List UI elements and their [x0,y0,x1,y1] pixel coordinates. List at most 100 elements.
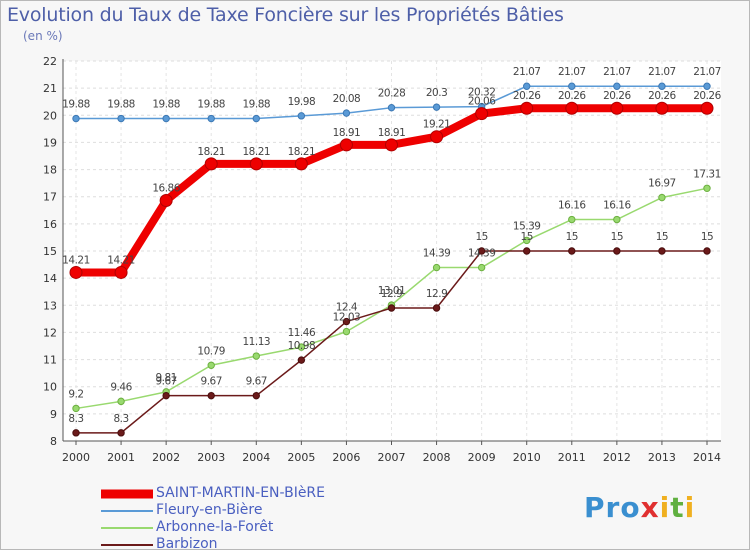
data-label-saint-martin: 19.21 [423,119,451,131]
logo-letter: r [605,491,621,524]
y-tick-label: 11 [43,354,57,367]
logo-letter: i [659,491,671,524]
point-barbizon [703,247,711,255]
x-tick-label: 2014 [693,451,721,464]
data-label-barbizon: 12.9 [381,288,402,300]
x-tick-label: 2002 [152,451,180,464]
x-tick-label: 2010 [513,451,541,464]
data-label-fleury: 19.88 [243,99,271,111]
point-barbizon [477,247,486,255]
y-tick-label: 10 [43,381,57,394]
point-fleury [207,114,215,123]
point-saint-martin [69,265,83,279]
point-fleury [72,114,80,123]
data-label-saint-martin: 18.91 [378,127,406,139]
point-fleury [568,82,576,90]
point-saint-martin [520,101,534,115]
x-tick-label: 2001 [107,451,135,464]
series [69,82,714,437]
point-fleury [117,114,125,123]
chart-title: Evolution du Taux de Taxe Foncière sur l… [7,4,564,26]
data-label-fleury: 21.07 [513,66,541,78]
data-label-arbonne: 13.01 [378,285,406,297]
legend-label-barbizon: Barbizon [156,536,218,550]
data-label-barbizon: 15 [521,231,533,243]
data-label-fleury: 19.98 [288,96,316,108]
point-saint-martin [565,101,579,115]
x-tick-label: 2004 [242,451,270,464]
point-barbizon [613,247,621,255]
legend-swatch-arbonne [101,526,153,529]
point-barbizon [72,429,80,437]
data-label-saint-martin: 16.86 [152,183,180,195]
point-fleury [162,114,170,123]
legend-label-fleury: Fleury-en-Bière [156,502,263,518]
x-tick-label: 2013 [648,451,676,464]
y-tick-label: 16 [43,218,57,231]
logo-letter: P [584,491,606,524]
legend-swatch-fleury [101,509,153,512]
data-label-saint-martin: 18.21 [288,146,316,158]
point-fleury [342,109,351,117]
data-label-arbonne: 16.16 [558,200,586,212]
data-label-barbizon: 9.67 [201,376,222,388]
point-barbizon [117,429,125,437]
point-fleury [703,82,711,90]
legend: SAINT-MARTIN-EN-BIèRE Fleury-en-Bière Ar… [101,485,401,550]
data-label-barbizon: 15 [701,231,713,243]
point-saint-martin [430,130,444,144]
point-arbonne [72,404,80,413]
data-label-fleury: 21.07 [603,66,631,78]
data-label-barbizon: 10.98 [288,340,316,352]
data-label-arbonne: 12.03 [333,312,361,324]
data-label-saint-martin: 20.06 [468,96,496,108]
data-label-saint-martin: 20.26 [648,90,676,102]
legend-label-arbonne: Arbonne-la-Forêt [156,519,274,535]
data-labels: 14.21 14.21 16.86 18.21 18.21 18.21 18.91 18.91… [62,66,722,425]
data-label-fleury: 21.07 [648,66,676,78]
logo-letter: t [670,491,685,524]
data-label-arbonne: 11.46 [288,327,316,339]
data-label-arbonne: 14.39 [423,248,451,260]
y-tick-label: 21 [43,82,57,95]
point-arbonne [432,263,441,272]
data-label-arbonne: 16.16 [603,200,631,212]
legend-swatch-barbizon [101,543,153,546]
y-tick-label: 13 [43,299,57,312]
data-label-fleury: 19.88 [197,99,225,111]
point-fleury [432,103,441,111]
legend-item-barbizon: Barbizon [101,536,401,550]
x-tick-label: 2000 [62,451,90,464]
point-arbonne [613,215,621,224]
data-label-arbonne: 11.13 [243,336,271,348]
x-tick-label: 2007 [378,451,406,464]
point-saint-martin [385,138,398,152]
x-tick-label: 2005 [287,451,315,464]
y-tick-label: 8 [50,435,57,448]
point-arbonne [207,361,215,369]
point-saint-martin [475,107,489,121]
y-tick-label: 15 [43,245,57,258]
point-arbonne [342,327,351,336]
y-tick-label: 18 [43,164,57,177]
data-label-barbizon: 9.67 [246,376,267,388]
legend-item-arbonne: Arbonne-la-Forêt [101,519,401,536]
data-label-fleury: 20.08 [333,93,361,105]
point-barbizon [342,317,351,326]
point-saint-martin [339,138,353,152]
data-label-saint-martin: 20.26 [513,90,541,102]
point-saint-martin [294,157,308,171]
data-label-arbonne: 10.79 [197,345,225,357]
data-label-arbonne: 9.46 [110,381,132,393]
y-unit-label: (en %) [23,29,63,43]
data-label-saint-martin: 18.21 [197,146,225,158]
legend-item-fleury: Fleury-en-Bière [101,502,401,519]
point-saint-martin [159,194,173,208]
point-arbonne [297,343,306,351]
data-label-barbizon: 8.3 [113,413,128,425]
data-label-arbonne: 15.39 [513,220,541,232]
data-label-barbizon: 15 [611,231,623,243]
data-label-barbizon: 12.4 [336,302,358,314]
